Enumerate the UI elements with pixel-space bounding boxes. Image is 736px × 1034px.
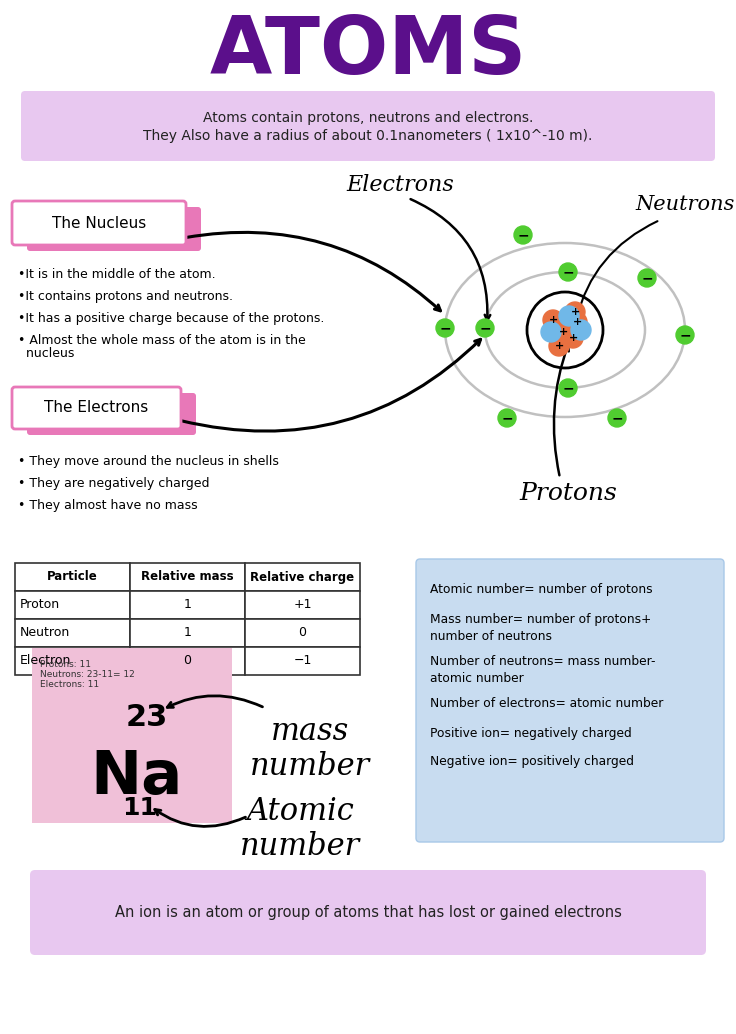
- Text: Protons: 11: Protons: 11: [40, 660, 91, 669]
- Bar: [15, 619, 130, 647]
- Bar: [130, 562, 245, 591]
- Text: −: −: [679, 328, 691, 342]
- Bar: [15, 591, 130, 619]
- Text: −: −: [611, 410, 623, 425]
- Bar: [245, 562, 360, 591]
- Circle shape: [559, 379, 577, 397]
- Text: −: −: [479, 321, 491, 335]
- Circle shape: [559, 306, 579, 326]
- Bar: [130, 619, 245, 647]
- Text: −1: −1: [294, 655, 311, 668]
- Text: +: +: [570, 307, 580, 317]
- Circle shape: [553, 322, 573, 342]
- Text: +: +: [554, 341, 564, 351]
- Text: Relative charge: Relative charge: [250, 571, 355, 583]
- FancyBboxPatch shape: [27, 393, 196, 435]
- Circle shape: [543, 310, 563, 330]
- Text: −: −: [517, 229, 528, 242]
- Text: +: +: [559, 327, 567, 337]
- Bar: [130, 591, 245, 619]
- Circle shape: [567, 312, 587, 332]
- FancyBboxPatch shape: [416, 559, 724, 842]
- Text: 1: 1: [183, 627, 191, 639]
- Circle shape: [571, 320, 591, 340]
- Text: +: +: [568, 333, 578, 343]
- Text: • They almost have no mass: • They almost have no mass: [18, 499, 198, 512]
- FancyBboxPatch shape: [12, 201, 186, 245]
- Text: Atoms contain protons, neutrons and electrons.: Atoms contain protons, neutrons and elec…: [203, 111, 533, 125]
- Text: Relative mass: Relative mass: [141, 571, 234, 583]
- Text: Atomic
number: Atomic number: [240, 796, 360, 861]
- Text: nucleus: nucleus: [18, 347, 74, 360]
- Bar: [245, 591, 360, 619]
- Text: •It contains protons and neutrons.: •It contains protons and neutrons.: [18, 290, 233, 303]
- Text: An ion is an atom or group of atoms that has lost or gained electrons: An ion is an atom or group of atoms that…: [115, 905, 621, 920]
- Text: Negative ion= positively charged: Negative ion= positively charged: [430, 755, 634, 768]
- Text: Neutron: Neutron: [20, 627, 70, 639]
- Text: 23: 23: [126, 703, 168, 732]
- Text: mass
number: mass number: [250, 716, 370, 782]
- FancyBboxPatch shape: [12, 387, 181, 429]
- Bar: [15, 647, 130, 675]
- FancyBboxPatch shape: [21, 91, 715, 161]
- Text: −: −: [439, 321, 451, 335]
- Text: Particle: Particle: [47, 571, 98, 583]
- Text: Neutrons: 23-11= 12: Neutrons: 23-11= 12: [40, 670, 135, 679]
- Text: Electrons: 11: Electrons: 11: [40, 680, 99, 689]
- Text: +: +: [573, 317, 581, 327]
- Text: −: −: [562, 381, 574, 395]
- Text: −: −: [562, 265, 574, 279]
- Text: Electron: Electron: [20, 655, 71, 668]
- Bar: [245, 647, 360, 675]
- Text: −: −: [501, 410, 513, 425]
- Text: •It is in the middle of the atom.: •It is in the middle of the atom.: [18, 268, 216, 281]
- Text: They Also have a radius of about 0.1nanometers ( 1x10^-10 m).: They Also have a radius of about 0.1nano…: [144, 129, 592, 143]
- Text: Neutrons: Neutrons: [635, 195, 735, 214]
- Text: ATOMS: ATOMS: [209, 13, 527, 91]
- Circle shape: [565, 302, 585, 322]
- FancyBboxPatch shape: [27, 207, 201, 251]
- Circle shape: [436, 320, 454, 337]
- Text: +1: +1: [293, 599, 312, 611]
- Text: • They move around the nucleus in shells: • They move around the nucleus in shells: [18, 455, 279, 468]
- Text: The Electrons: The Electrons: [44, 400, 148, 416]
- Text: 1: 1: [183, 599, 191, 611]
- Bar: [245, 619, 360, 647]
- Circle shape: [638, 269, 656, 287]
- Text: Na: Na: [91, 748, 183, 807]
- Text: Number of neutrons= mass number-
atomic number: Number of neutrons= mass number- atomic …: [430, 655, 656, 685]
- Text: −: −: [641, 271, 653, 285]
- Text: Atomic number= number of protons: Atomic number= number of protons: [430, 583, 653, 596]
- Circle shape: [541, 322, 561, 342]
- Text: 0: 0: [183, 655, 191, 668]
- Circle shape: [476, 320, 494, 337]
- Text: Proton: Proton: [20, 599, 60, 611]
- Text: Positive ion= negatively charged: Positive ion= negatively charged: [430, 727, 631, 740]
- Text: • They are negatively charged: • They are negatively charged: [18, 477, 210, 490]
- Text: The Nucleus: The Nucleus: [52, 215, 146, 231]
- Circle shape: [549, 336, 569, 356]
- Text: 0: 0: [299, 627, 306, 639]
- Bar: [130, 647, 245, 675]
- Circle shape: [608, 409, 626, 427]
- Circle shape: [676, 326, 694, 344]
- Text: • Almost the whole mass of the atom is in the: • Almost the whole mass of the atom is i…: [18, 334, 305, 347]
- Circle shape: [563, 328, 583, 348]
- Circle shape: [498, 409, 516, 427]
- Circle shape: [514, 226, 532, 244]
- Circle shape: [559, 263, 577, 281]
- Text: +: +: [548, 315, 558, 325]
- Text: 11: 11: [122, 796, 158, 820]
- Text: Mass number= number of protons+
number of neutrons: Mass number= number of protons+ number o…: [430, 613, 651, 642]
- Text: Electrons: Electrons: [346, 174, 454, 196]
- Text: Number of electrons= atomic number: Number of electrons= atomic number: [430, 697, 663, 710]
- Text: •It has a positive charge because of the protons.: •It has a positive charge because of the…: [18, 312, 325, 325]
- FancyBboxPatch shape: [32, 648, 232, 823]
- Text: Protons: Protons: [519, 482, 617, 505]
- Bar: [15, 562, 130, 591]
- FancyBboxPatch shape: [30, 870, 706, 955]
